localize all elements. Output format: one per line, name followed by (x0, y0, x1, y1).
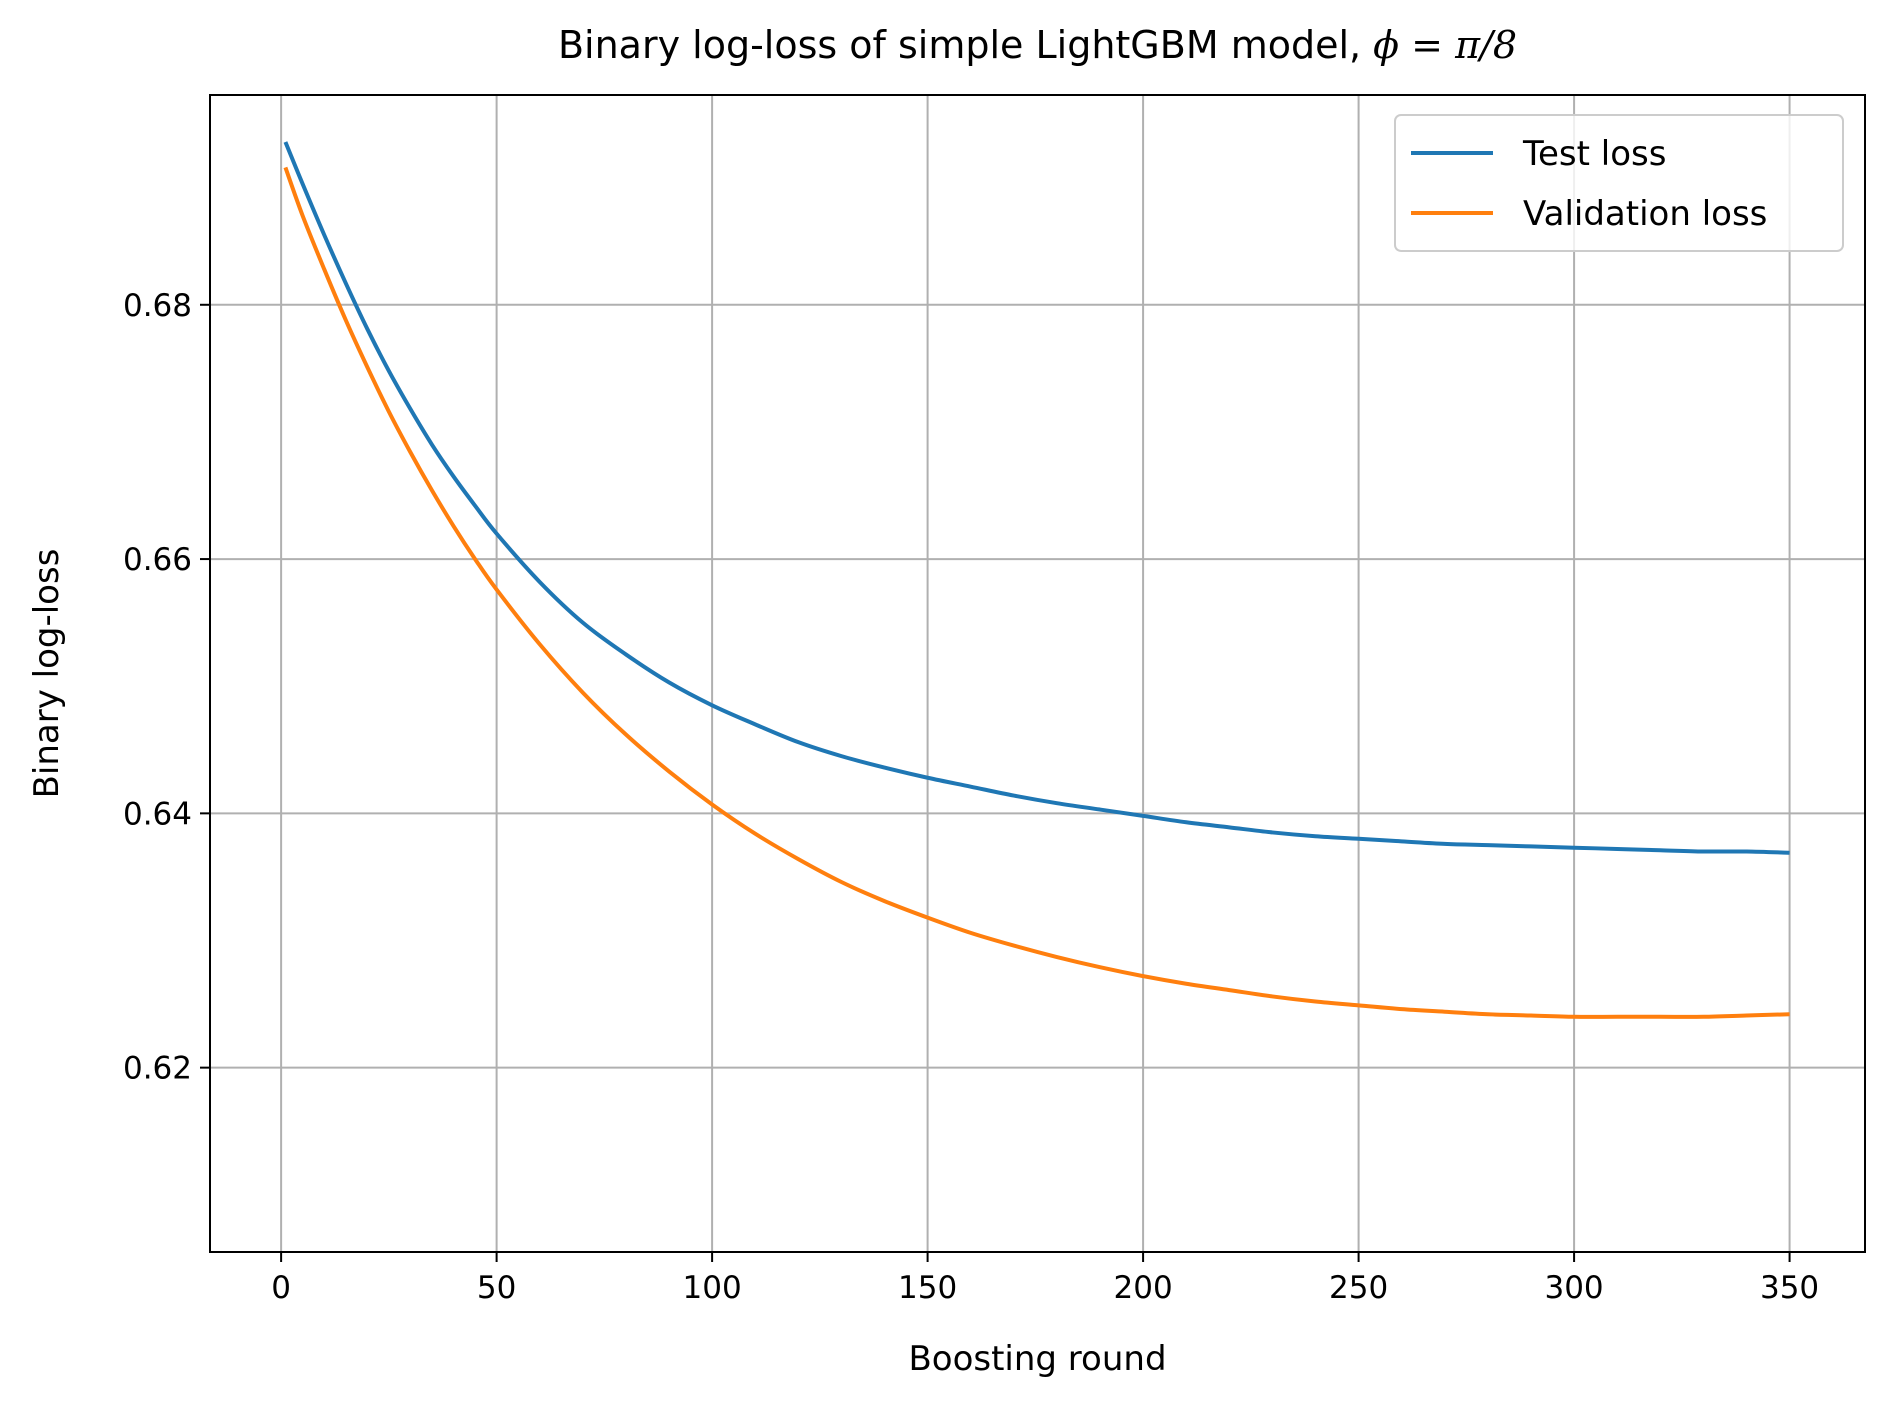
legend-label-validation-loss: Validation loss (1523, 194, 1767, 234)
y-tick-label: 0.68 (123, 288, 192, 324)
x-tick-label: 350 (1760, 1270, 1819, 1306)
x-axis-label: Boosting round (908, 1339, 1166, 1379)
x-tick-label: 50 (477, 1270, 516, 1306)
y-tick-label: 0.66 (123, 542, 192, 578)
series-lines (283, 141, 1790, 1019)
legend: Test loss Validation loss (1394, 114, 1844, 252)
series-line-validation-loss (283, 166, 1790, 1019)
x-tick-label: 300 (1544, 1270, 1603, 1306)
x-tick-label: 250 (1329, 1270, 1388, 1306)
y-axis-label: Binary log-loss (27, 549, 67, 799)
chart-title-text: Binary log-loss of simple LightGBM model… (558, 23, 1373, 67)
series-line-test-loss (283, 141, 1790, 855)
axis-ticks: 0 50 100 150 200 250 300 350 0.62 0.64 0.66 0.68 (123, 288, 1819, 1306)
y-tick-label: 0.62 (123, 1051, 192, 1087)
x-tick-label: 200 (1114, 1270, 1173, 1306)
chart-title-math: ϕ = π/8 (1373, 23, 1517, 67)
legend-label-test-loss: Test loss (1522, 134, 1666, 174)
grid (210, 95, 1865, 1252)
x-tick-label: 150 (898, 1270, 957, 1306)
x-tick-label: 0 (271, 1270, 291, 1306)
y-tick-label: 0.64 (123, 796, 192, 832)
legend-box (1394, 114, 1844, 252)
chart-title: Binary log-loss of simple LightGBM model… (558, 23, 1517, 67)
plot-frame (209, 94, 1866, 1253)
x-tick-label: 100 (683, 1270, 742, 1306)
